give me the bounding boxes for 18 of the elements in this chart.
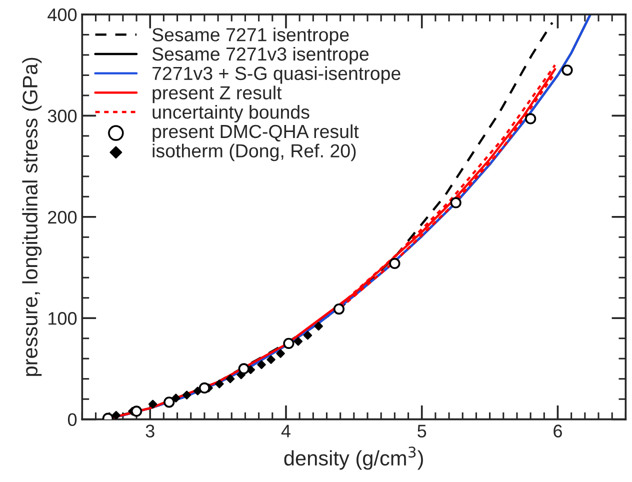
x-axis-title: density (g/cm$^{3}$) bbox=[284, 446, 423, 470]
legend-label: present Z result bbox=[152, 86, 282, 104]
legend-label: isotherm (Dong, Ref. 20) bbox=[152, 144, 356, 162]
y-tick-label: 300 bbox=[48, 110, 77, 122]
legend-label: Sesame 7271 isentrope bbox=[152, 28, 349, 46]
y-axis-title: pressure, longitudinal stress (GPa) bbox=[22, 58, 42, 376]
y-tick-label: 0 bbox=[68, 413, 77, 426]
legend-label: 7271v3 + S-G quasi-isentrope bbox=[152, 66, 400, 84]
legend-label: uncertainty bounds bbox=[152, 105, 310, 122]
y-tick-label: 200 bbox=[48, 210, 77, 224]
legend-label: Sesame 7271v3 isentrope bbox=[152, 46, 369, 64]
y-tick-label: 400 bbox=[48, 8, 77, 22]
x-tick-label: 6 bbox=[554, 424, 562, 438]
x-tick-label: 5 bbox=[418, 424, 426, 438]
x-tick-label: 3 bbox=[146, 424, 154, 438]
y-tick-label: 100 bbox=[48, 312, 77, 325]
legend-label: present DMC-QHA result bbox=[152, 124, 359, 142]
x-tick-label: 4 bbox=[281, 424, 290, 438]
